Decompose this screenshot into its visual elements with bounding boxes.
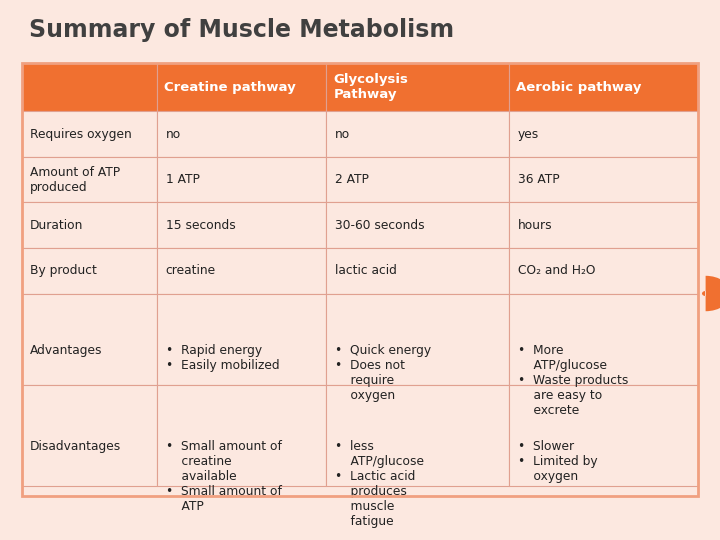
- Text: •  less
    ATP/glucose
•  Lactic acid
    produces
    muscle
    fatigue: • less ATP/glucose • Lactic acid produce…: [335, 440, 424, 528]
- Bar: [509, 111, 698, 157]
- Bar: [22, 111, 157, 157]
- Text: Duration: Duration: [30, 219, 84, 232]
- Bar: [326, 111, 509, 157]
- Bar: [157, 202, 326, 248]
- Bar: [157, 384, 326, 486]
- Text: •  Slower
•  Limited by
    oxygen: • Slower • Limited by oxygen: [518, 440, 597, 483]
- Bar: [22, 248, 157, 294]
- Bar: [509, 294, 698, 384]
- Text: Disadvantages: Disadvantages: [30, 440, 122, 453]
- Bar: [157, 157, 326, 202]
- Bar: [509, 157, 698, 202]
- Text: yes: yes: [518, 127, 539, 140]
- Wedge shape: [702, 276, 720, 311]
- Text: 1 ATP: 1 ATP: [166, 173, 199, 186]
- Text: •  Quick energy
•  Does not
    require
    oxygen: • Quick energy • Does not require oxygen: [335, 343, 431, 402]
- Text: 15 seconds: 15 seconds: [166, 219, 235, 232]
- Bar: [509, 384, 698, 486]
- Bar: [22, 294, 157, 384]
- Bar: [157, 111, 326, 157]
- Text: no: no: [335, 127, 350, 140]
- Bar: [509, 202, 698, 248]
- Text: By product: By product: [30, 264, 97, 277]
- Text: •  Small amount of
    creatine
    available
•  Small amount of
    ATP: • Small amount of creatine available • S…: [166, 440, 282, 513]
- Bar: [326, 157, 509, 202]
- Bar: [22, 157, 157, 202]
- Text: Requires oxygen: Requires oxygen: [30, 127, 132, 140]
- Bar: [157, 294, 326, 384]
- Text: 2 ATP: 2 ATP: [335, 173, 369, 186]
- Text: CO₂ and H₂O: CO₂ and H₂O: [518, 264, 595, 277]
- Bar: [509, 248, 698, 294]
- Text: creatine: creatine: [166, 264, 216, 277]
- Bar: [22, 384, 157, 486]
- Bar: [326, 202, 509, 248]
- Text: no: no: [166, 127, 181, 140]
- Bar: [22, 202, 157, 248]
- Text: 30-60 seconds: 30-60 seconds: [335, 219, 424, 232]
- Bar: [326, 384, 509, 486]
- Text: Summary of Muscle Metabolism: Summary of Muscle Metabolism: [29, 18, 454, 42]
- Text: Aerobic pathway: Aerobic pathway: [516, 81, 642, 94]
- Text: 36 ATP: 36 ATP: [518, 173, 559, 186]
- Text: Advantages: Advantages: [30, 343, 103, 356]
- Bar: [326, 294, 509, 384]
- Text: •  Rapid energy
•  Easily mobilized: • Rapid energy • Easily mobilized: [166, 343, 279, 372]
- Bar: [157, 63, 326, 111]
- Bar: [157, 248, 326, 294]
- Text: Amount of ATP
produced: Amount of ATP produced: [30, 166, 120, 194]
- Text: Creatine pathway: Creatine pathway: [164, 81, 296, 94]
- Text: hours: hours: [518, 219, 552, 232]
- Text: lactic acid: lactic acid: [335, 264, 397, 277]
- Bar: [326, 63, 509, 111]
- Text: Glycolysis
Pathway: Glycolysis Pathway: [333, 73, 408, 102]
- Text: •  More
    ATP/glucose
•  Waste products
    are easy to
    excrete: • More ATP/glucose • Waste products are …: [518, 343, 628, 417]
- Bar: [326, 248, 509, 294]
- Bar: [509, 63, 698, 111]
- Bar: [22, 63, 157, 111]
